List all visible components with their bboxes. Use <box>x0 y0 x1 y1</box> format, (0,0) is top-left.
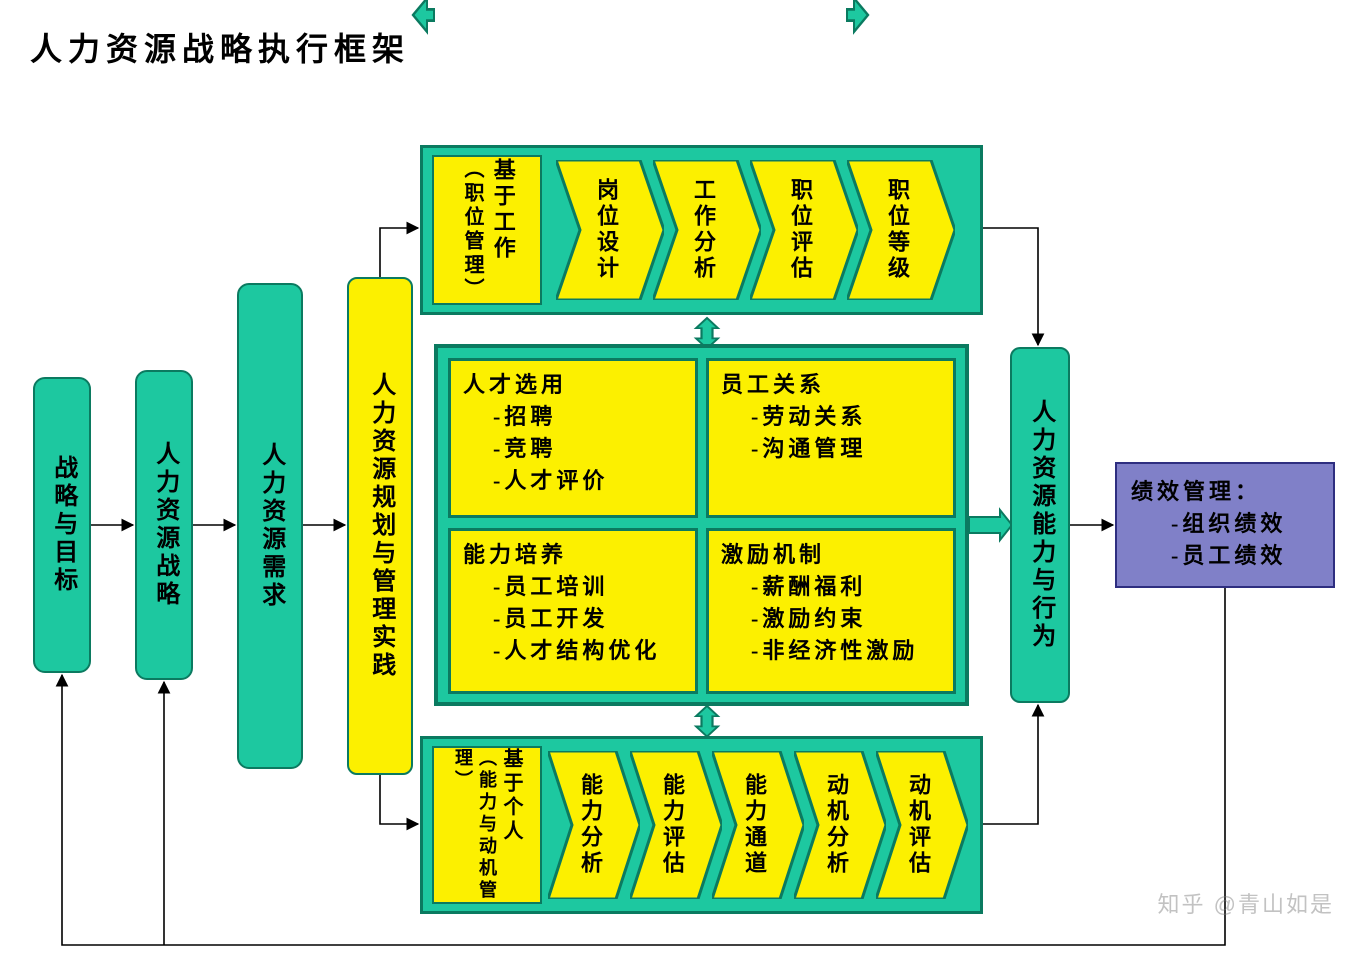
top-label-line1: 基于工作 <box>491 158 516 262</box>
box-strategy-goals: 战略与目标 <box>33 377 91 673</box>
box-hr-planning: 人力资源规划与管理实践 <box>347 277 413 775</box>
chevron-job-eval-label: 职位评估 <box>784 178 824 282</box>
chevron-job-analysis-label: 工作分析 <box>687 178 727 282</box>
chevron-mot-eval: 动机评估 <box>876 751 968 899</box>
box-hr-strategy: 人力资源战略 <box>135 370 193 680</box>
chevron-cap-analysis-label: 能力分析 <box>574 773 614 877</box>
cell-emp-relations-title: 员工关系 <box>721 367 941 399</box>
top-module-label: 基于工作 （职位管理） <box>432 155 542 305</box>
watermark: 知乎 @青山如是 <box>1158 887 1334 919</box>
chevron-cap-eval-label: 能力评估 <box>656 773 696 877</box>
cell-capability: 能力培养-员工培训-员工开发-人才结构优化 <box>448 528 698 694</box>
cell-talent-select-title: 人才选用 <box>463 367 683 399</box>
chevron-mot-eval-label: 动机评估 <box>902 773 942 877</box>
top-label-line2: （职位管理） <box>461 158 483 302</box>
box-performance: 绩效管理： -组织绩效 -员工绩效 <box>1115 462 1335 588</box>
box-hr-planning-label: 人力资源规划与管理实践 <box>363 372 397 680</box>
chevron-job-eval: 职位评估 <box>750 160 858 300</box>
cell-incentive-item-0: -薪酬福利 <box>751 569 941 601</box>
cell-talent-select-item-1: -竞聘 <box>493 431 683 463</box>
performance-title: 绩效管理： <box>1131 474 1319 506</box>
chevron-cap-channel-label: 能力通道 <box>738 773 778 877</box>
performance-item-0: -组织绩效 <box>1171 506 1319 538</box>
cell-talent-select-item-2: -人才评价 <box>493 463 683 495</box>
diagram-canvas: 人力资源战略执行框架 <box>0 0 1364 963</box>
bot-label-line2: （能力与动机管理） <box>453 748 497 902</box>
cell-talent-select-item-0: -招聘 <box>493 399 683 431</box>
cell-incentive: 激励机制-薪酬福利-激励约束-非经济性激励 <box>706 528 956 694</box>
cell-talent-select: 人才选用-招聘-竞聘-人才评价 <box>448 358 698 518</box>
box-hr-capability-label: 人力资源能力与行为 <box>1023 399 1057 651</box>
cell-emp-relations: 员工关系-劳动关系-沟通管理 <box>706 358 956 518</box>
page-title: 人力资源战略执行框架 <box>30 24 410 70</box>
chevron-cap-analysis: 能力分析 <box>548 751 640 899</box>
chevron-mot-analysis-label: 动机分析 <box>820 773 860 877</box>
chevron-cap-channel: 能力通道 <box>712 751 804 899</box>
cell-capability-item-1: -员工开发 <box>493 601 683 633</box>
cell-incentive-item-2: -非经济性激励 <box>751 633 941 665</box>
cell-incentive-item-1: -激励约束 <box>751 601 941 633</box>
chevron-job-grade-label: 职位等级 <box>881 178 921 282</box>
chevron-job-design: 岗位设计 <box>556 160 664 300</box>
box-strategy-goals-label: 战略与目标 <box>45 455 79 595</box>
cell-capability-item-0: -员工培训 <box>493 569 683 601</box>
cell-emp-relations-item-0: -劳动关系 <box>751 399 941 431</box>
performance-item-1: -员工绩效 <box>1171 538 1319 570</box>
bot-label-line1: 基于个人 <box>500 748 522 844</box>
chevron-job-analysis: 工作分析 <box>653 160 761 300</box>
chevron-job-design-label: 岗位设计 <box>590 178 630 282</box>
cell-capability-title: 能力培养 <box>463 537 683 569</box>
cell-incentive-title: 激励机制 <box>721 537 941 569</box>
box-hr-strategy-label: 人力资源战略 <box>147 441 181 609</box>
bottom-module-label: 基于个人 （能力与动机管理） <box>432 746 542 904</box>
cell-emp-relations-item-1: -沟通管理 <box>751 431 941 463</box>
box-hr-demand: 人力资源需求 <box>237 283 303 769</box>
chevron-mot-analysis: 动机分析 <box>794 751 886 899</box>
cell-capability-item-2: -人才结构优化 <box>493 633 683 665</box>
box-hr-capability: 人力资源能力与行为 <box>1010 347 1070 703</box>
chevron-job-grade: 职位等级 <box>847 160 955 300</box>
chevron-cap-eval: 能力评估 <box>630 751 722 899</box>
box-hr-demand-label: 人力资源需求 <box>253 442 287 610</box>
